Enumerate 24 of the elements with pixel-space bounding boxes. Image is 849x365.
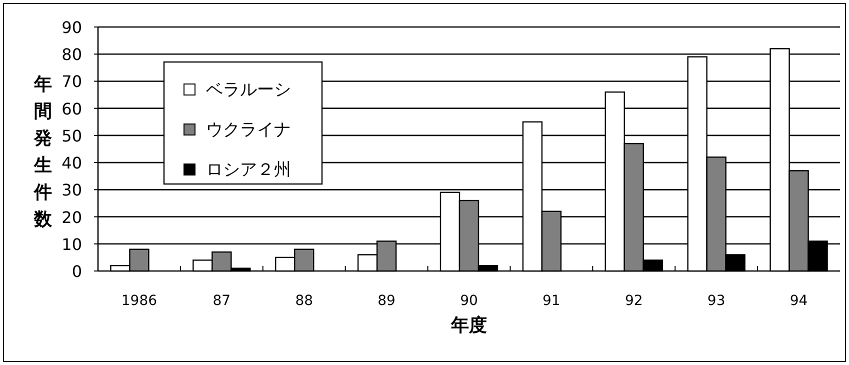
y-tick-label: 50 <box>62 126 82 146</box>
x-tick-label: 93 <box>707 293 726 309</box>
y-tick-label: 10 <box>62 234 82 254</box>
legend-label: ベラルーシ <box>206 80 291 100</box>
x-tick-label: 91 <box>542 293 560 309</box>
x-axis-title: 年度 <box>450 315 487 336</box>
y-tick-label: 40 <box>62 154 82 173</box>
y-tick-label: 70 <box>62 72 82 92</box>
x-tick-label: 1986 <box>121 293 158 309</box>
x-tick-label: 94 <box>790 293 808 309</box>
legend-label: ウクライナ <box>206 120 291 140</box>
y-tick-label: 80 <box>62 45 82 64</box>
x-tick-label: 87 <box>212 293 231 309</box>
x-tick-label: 88 <box>295 293 314 309</box>
y-tick-label: 90 <box>62 18 82 37</box>
x-tick-label: 90 <box>460 293 478 309</box>
y-tick-label: 0 <box>72 262 82 281</box>
y-tick-label: 30 <box>62 180 82 200</box>
x-tick-label: 89 <box>378 293 396 309</box>
y-tick-label: 20 <box>62 208 82 227</box>
y-tick-label: 60 <box>62 99 82 118</box>
y-axis-title: 年間発生件数 <box>33 74 53 230</box>
x-tick-label: 92 <box>624 293 643 309</box>
legend-label: ロシア２州 <box>206 160 291 180</box>
